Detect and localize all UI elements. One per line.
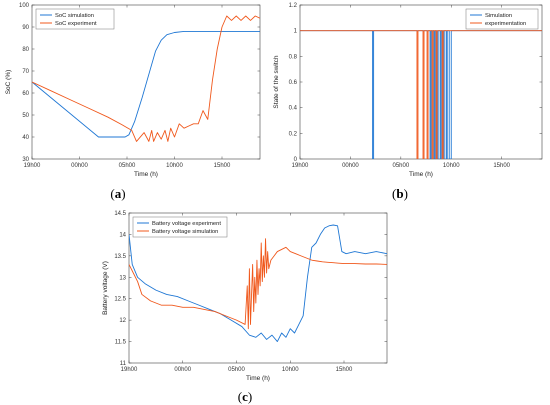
y-tick-label: 90 [22,25,29,31]
x-tick-label: 15h00 [493,163,510,169]
x-tick-label: 19h00 [292,163,309,169]
y-tick-label: 40 [22,135,29,141]
y-tick-label: 60 [22,91,29,97]
y-tick-label: 1 [294,29,298,35]
chart-panel-b: 19h00 00h00 05h00 10h00 15h00 0 0.2 0.4 0.6 0.8 1 1… [273,3,543,201]
panel-caption: (b) [392,186,408,201]
y-tick-label: 0.4 [289,106,298,112]
x-axis-label: Time (h) [246,375,270,382]
x-tick-label: 00h00 [71,163,88,169]
x-tick-label: 00h00 [342,163,359,169]
legend-entry: Battery voltage simulation [152,229,218,235]
plot-frame [31,4,261,160]
legend-entry: Battery voltage experiment [152,221,221,227]
legend-entry: SoC simulation [55,13,94,19]
y-tick-label: 12.5 [114,297,126,303]
x-tick-label: 05h00 [119,163,136,169]
legend-entry: experimentation [485,21,526,27]
y-axis-label: State of the switch [273,55,280,108]
x-axis-label: Time (h) [134,171,158,178]
chart-panel-a: 19h00 00h00 05h00 10h00 15h00 30 40 50 60 70 80 90 1… [5,3,261,201]
legend-entry: Simulation [485,13,512,19]
x-tick-label: 00h00 [174,367,191,373]
y-tick-label: 11 [120,361,127,367]
legend-box [465,8,539,30]
y-axis-label: Battery voltage (V) [102,261,109,315]
y-tick-label: 14.5 [114,211,126,217]
panel-caption: (a) [110,186,125,201]
x-tick-label: 15h00 [214,163,231,169]
x-tick-label: 19h00 [24,163,41,169]
y-tick-label: 100 [19,3,30,9]
x-tick-label: 05h00 [228,367,245,373]
y-tick-label: 13 [119,275,126,281]
series-line-2 [300,30,542,159]
x-tick-label: 10h00 [443,163,460,169]
chart-panel-c: 19h00 00h00 05h00 10h00 15h00 11 11.5 12 12.5 13 1… [102,211,388,404]
series-line-2 [32,15,260,142]
y-tick-label: 14 [119,232,126,238]
y-tick-label: 0.2 [289,131,298,137]
legend-box [132,216,228,238]
legend-entry: SoC experiment [55,21,97,27]
series-line-1 [129,224,387,343]
x-tick-label: 05h00 [392,163,409,169]
x-tick-label: 10h00 [282,367,299,373]
x-tick-label: 10h00 [166,163,183,169]
y-tick-label: 50 [22,113,29,119]
x-axis-label: Time (h) [409,171,433,178]
x-tick-label: 19h00 [121,367,138,373]
y-tick-label: 0.8 [289,54,298,60]
x-tick-label: 15h00 [336,367,353,373]
y-tick-label: 11.5 [115,340,127,346]
panel-caption: (c) [238,389,252,404]
series-line-1 [32,30,260,138]
legend-box [35,8,115,30]
y-tick-label: 1.2 [289,3,298,9]
series-line-2 [129,238,387,330]
y-tick-label: 70 [22,69,29,75]
y-tick-label: 13.5 [114,254,126,260]
y-tick-label: 30 [22,157,29,163]
y-tick-label: 12 [119,318,126,324]
y-axis-label: SoC (%) [5,70,12,95]
y-tick-label: 80 [22,47,29,53]
y-tick-label: 0.6 [289,80,298,86]
y-tick-label: 0 [294,157,298,163]
